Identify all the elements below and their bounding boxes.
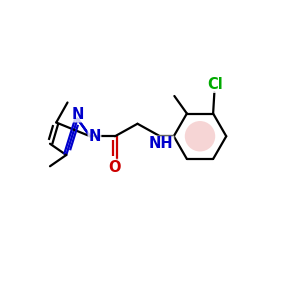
- Text: N: N: [88, 129, 101, 144]
- Text: Cl: Cl: [207, 77, 223, 92]
- Text: O: O: [109, 160, 121, 175]
- Text: N: N: [71, 107, 84, 122]
- Text: NH: NH: [149, 136, 174, 151]
- Circle shape: [185, 121, 215, 152]
